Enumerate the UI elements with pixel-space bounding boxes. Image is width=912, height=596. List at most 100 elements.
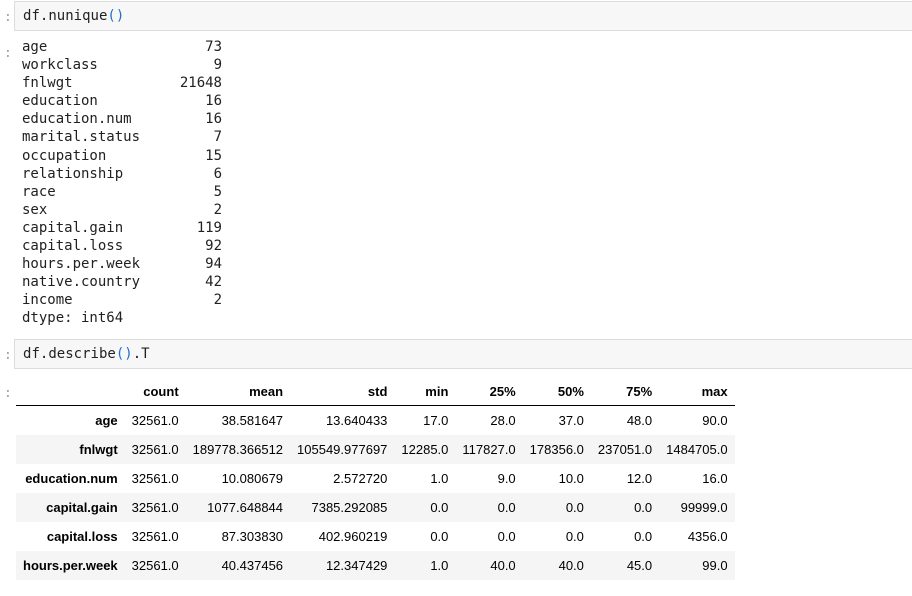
row-index: hours.per.week <box>23 558 118 573</box>
table-cell: 99.0 <box>702 558 728 573</box>
series-key: income <box>22 292 73 309</box>
table-cell: 37.0 <box>558 413 584 428</box>
table-cell: 87.303830 <box>221 529 284 544</box>
code-input-2[interactable]: df.describe().T <box>14 339 912 369</box>
series-row: hours.per.week 94 <box>22 255 222 273</box>
table-cell: 178356.0 <box>529 442 584 457</box>
series-row: sex 2 <box>22 201 222 219</box>
column-header: 75% <box>590 377 660 406</box>
series-key: capital.gain <box>22 219 124 236</box>
series-value: 5 <box>213 183 222 200</box>
table-header-row: count mean std min 25% 50% 75% max <box>16 377 735 406</box>
table-cell: 10.080679 <box>221 471 284 486</box>
describe-table: count mean std min 25% 50% 75% max age 32561.0 38… <box>16 377 735 580</box>
table-cell: 0.0 <box>565 529 584 544</box>
table-row: capital.loss 32561.0 87.303830 402.960219 0.… <box>16 522 735 551</box>
code-text-2: df.describe().T <box>23 346 150 362</box>
table-cell: 17.0 <box>423 413 449 428</box>
column-header: 25% <box>455 377 523 406</box>
table-cell: 9.0 <box>497 471 516 486</box>
series-key: native.country <box>22 274 141 291</box>
output-prompt-2: : <box>4 386 12 401</box>
table-cell: 0.0 <box>634 529 653 544</box>
table-cell: 7385.292085 <box>311 500 388 515</box>
series-row: workclass 9 <box>22 56 222 74</box>
table-row: hours.per.week 32561.0 40.437456 12.347429 1… <box>16 551 735 580</box>
table-cell: 28.0 <box>490 413 516 428</box>
series-key: marital.status <box>22 129 141 146</box>
table-cell: 32561.0 <box>131 413 179 428</box>
table-cell: 0.0 <box>430 500 449 515</box>
table-cell: 1077.648844 <box>207 500 284 515</box>
table-cell: 13.640433 <box>325 413 388 428</box>
table-cell: 32561.0 <box>131 529 179 544</box>
table-row: education.num 32561.0 10.080679 2.572720 1.0… <box>16 464 735 493</box>
series-row: race 5 <box>22 183 222 201</box>
table-cell: 12.347429 <box>325 558 388 573</box>
table-cell: 4356.0 <box>687 529 728 544</box>
output-prompt-1: : <box>4 46 12 61</box>
series-key: capital.loss <box>22 238 124 255</box>
column-header: count <box>124 377 186 406</box>
table-cell: 32561.0 <box>131 442 179 457</box>
series-row: education 16 <box>22 92 222 110</box>
series-value: 16 <box>205 93 222 110</box>
table-cell: 40.0 <box>490 558 516 573</box>
table-cell: 0.0 <box>634 500 653 515</box>
series-key: hours.per.week <box>22 256 141 273</box>
table-cell: 12285.0 <box>401 442 449 457</box>
series-value: 15 <box>205 147 222 164</box>
series-value: 92 <box>205 238 222 255</box>
series-key: workclass <box>22 57 98 74</box>
series-key: education.num <box>22 111 132 128</box>
row-index: age <box>95 413 118 428</box>
table-row: age 32561.0 38.581647 13.640433 17.0 28.0 37.0… <box>16 406 735 436</box>
table-cell: 40.437456 <box>221 558 284 573</box>
table-cell: 32561.0 <box>131 558 179 573</box>
series-value: 2 <box>213 292 222 309</box>
series-key: race <box>22 183 56 200</box>
table-cell: 32561.0 <box>131 471 179 486</box>
row-index: fnlwgt <box>79 442 118 457</box>
code-text-1: df.nunique() <box>23 8 125 24</box>
table-cell: 1.0 <box>430 558 449 573</box>
series-row: marital.status 7 <box>22 128 222 146</box>
table-cell: 1.0 <box>430 471 449 486</box>
input-prompt-2: : <box>4 348 12 363</box>
series-row: relationship 6 <box>22 165 222 183</box>
table-cell: 0.0 <box>497 500 516 515</box>
series-value: 7 <box>213 129 222 146</box>
series-output: age 73 workclass 9 fnlwgt 21648 education 16 edu… <box>22 38 222 328</box>
column-header: max <box>659 377 735 406</box>
series-row: capital.loss 92 <box>22 237 222 255</box>
series-row: capital.gain 119 <box>22 219 222 237</box>
table-cell: 189778.366512 <box>192 442 284 457</box>
series-key: education <box>22 93 98 110</box>
series-key: occupation <box>22 147 107 164</box>
table-cell: 105549.977697 <box>297 442 388 457</box>
column-header: mean <box>185 377 291 406</box>
series-key: sex <box>22 201 48 218</box>
series-value: 119 <box>196 219 222 236</box>
column-header: 50% <box>522 377 591 406</box>
table-cell: 90.0 <box>702 413 728 428</box>
column-header: std <box>290 377 395 406</box>
table-cell: 45.0 <box>626 558 653 573</box>
table-cell: 48.0 <box>626 413 653 428</box>
row-index: capital.loss <box>46 529 118 544</box>
code-input-1[interactable]: df.nunique() <box>14 1 912 31</box>
table-cell: 237051.0 <box>597 442 653 457</box>
table-cell: 10.0 <box>558 471 584 486</box>
table-cell: 32561.0 <box>131 500 179 515</box>
series-value: 42 <box>205 274 222 291</box>
series-value: 6 <box>213 165 222 182</box>
series-value: 16 <box>205 111 222 128</box>
series-key: age <box>22 39 48 55</box>
series-row: education.num 16 <box>22 110 222 128</box>
series-row: occupation 15 <box>22 147 222 165</box>
table-cell: 2.572720 <box>333 471 388 486</box>
input-prompt-1: : <box>4 10 12 25</box>
index-header <box>16 377 125 406</box>
series-key: fnlwgt <box>22 75 73 92</box>
series-row: fnlwgt 21648 <box>22 74 222 92</box>
